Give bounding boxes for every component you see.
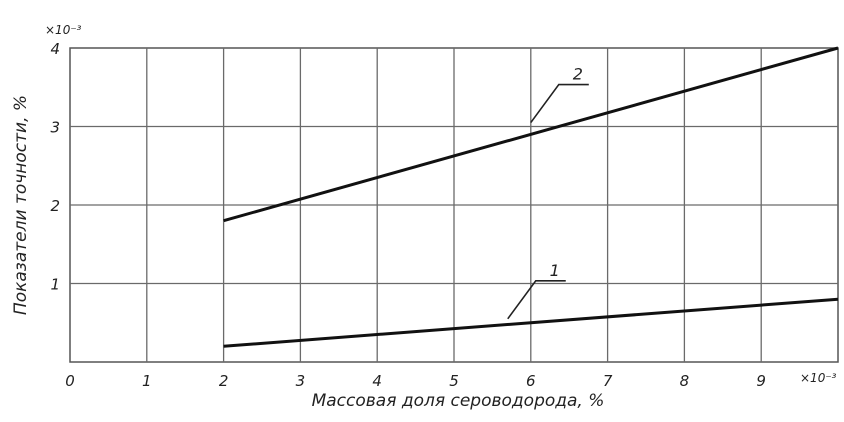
y-tick-label: 3: [50, 119, 60, 137]
x-tick-label: 9: [756, 372, 766, 390]
y-tick-label: 1: [50, 276, 60, 294]
x-tick-label: 1: [142, 372, 152, 390]
y-tick-label: 2: [50, 197, 60, 215]
x-tick-label: 5: [449, 372, 459, 390]
x-axis-title: Массовая доля сероводорода, %: [312, 391, 605, 411]
x-tick-label: 4: [372, 372, 382, 390]
x-axis-multiplier: ×10⁻³: [800, 371, 837, 385]
y-tick-label: 4: [50, 40, 60, 58]
series-layer: 12: [223, 46, 839, 348]
x-tick-label: 6: [526, 372, 536, 390]
series-label: 2: [573, 65, 583, 84]
series-callout-leader: [530, 83, 589, 124]
x-tick-label: 3: [296, 372, 306, 390]
x-tick-label: 7: [603, 372, 613, 390]
y-axis-title: Показатели точности, %: [11, 95, 31, 315]
series-label: 1: [550, 261, 560, 280]
tick-labels: 0 1 2 3 4 5 6 7 8 9 1 2 3 4: [50, 40, 766, 390]
y-axis-multiplier: ×10⁻³: [45, 23, 82, 37]
series-callout-leader: [507, 280, 566, 320]
series-line-2: [223, 46, 839, 223]
x-tick-label: 0: [65, 372, 75, 390]
x-tick-label: 8: [680, 372, 690, 390]
series-line-1: [223, 297, 839, 348]
labels: ×10⁻³ ×10⁻³ Массовая доля сероводорода, …: [11, 23, 837, 411]
x-tick-label: 2: [219, 372, 229, 390]
grid: [69, 47, 839, 363]
